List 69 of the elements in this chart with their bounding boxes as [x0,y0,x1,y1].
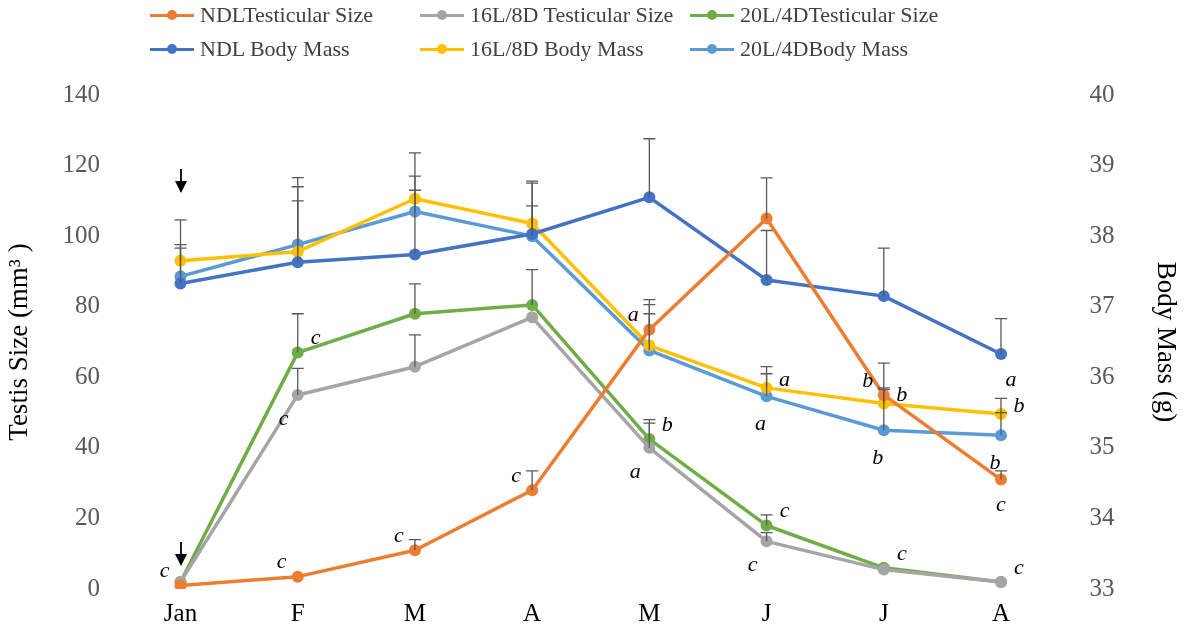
data-label: c [278,404,289,430]
data-label: c [779,497,790,523]
data-label: b [1013,391,1025,417]
x-tick-label: J [878,598,889,626]
y2-tick-label: 40 [1089,79,1115,107]
data-label: b [989,448,1001,474]
x-tick-label: A [991,598,1011,626]
x-tick-label: Jan [163,598,198,626]
y-tick-label: 20 [74,502,100,530]
data-label: c [310,324,321,350]
data-label: c [394,521,405,547]
point [291,570,304,583]
data-label: a [755,410,767,436]
legend-label: NDLTesticular Size [200,2,373,28]
y-tick-label: 0 [87,573,100,601]
legend-label: 20L/4DBody Mass [740,36,909,62]
data-label: b [896,381,908,407]
data-label: a [1005,365,1017,391]
x-tick-label: A [523,598,542,626]
x-tick-label: J [761,598,772,626]
point [760,519,773,532]
y-tick-label: 100 [62,220,100,248]
legend-label: 16L/8D Body Mass [470,36,644,62]
data-label: c [511,461,522,487]
point [760,212,773,225]
point [760,273,773,286]
point [174,277,187,290]
y-tick-label: 120 [62,150,100,178]
legend-label: 20L/4DTesticular Size [740,2,939,28]
y2-tick-label: 37 [1089,291,1115,319]
point [643,441,656,454]
y2-tick-label: 36 [1089,361,1115,389]
data-label: c [896,539,907,565]
point [877,424,890,437]
y2-tick-label: 35 [1089,432,1115,460]
data-label: c [159,557,170,583]
data-label: a [627,301,639,327]
legend-label: NDL Body Mass [200,36,350,62]
y2-tick-label: 33 [1089,573,1115,601]
data-label: b [862,366,874,392]
x-tick-label: M [403,598,427,626]
y-tick-label: 140 [62,79,100,107]
legend-label: 16L/8D Testicular Size [470,2,674,28]
y-tick-label: 80 [74,291,100,319]
data-label: a [779,365,791,391]
point [291,346,304,359]
data-label: b [661,410,673,436]
x-tick-label: F [290,598,305,626]
data-label: c [1014,553,1025,579]
data-label: a [629,457,641,483]
point [760,535,773,548]
data-label: c [996,491,1007,517]
y-tick-label: 40 [74,432,100,460]
data-label: c [276,548,287,574]
y-axis-title: Testis Size (mm³ ) [3,243,34,441]
y2-tick-label: 38 [1089,220,1115,248]
y2-tick-label: 34 [1089,502,1116,530]
x-tick-label: M [638,598,661,626]
point [174,579,187,589]
point [877,290,890,303]
y2-axis-title: Body Mass (g) [1151,261,1182,423]
data-label: b [872,444,884,469]
point [643,191,656,204]
point [526,311,539,324]
y-tick-label: 60 [74,361,100,389]
data-label: c [747,551,758,577]
y2-tick-label: 39 [1089,150,1115,178]
point [291,388,304,401]
point [291,256,304,269]
